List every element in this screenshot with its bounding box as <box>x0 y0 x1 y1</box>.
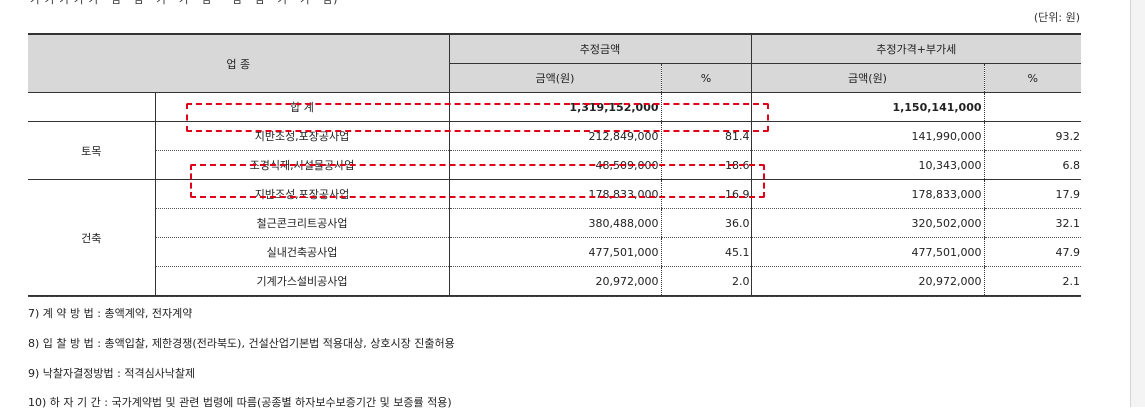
section-divider <box>28 296 1081 297</box>
table-row: 기계가스설비공사업 20,972,000 2.0 20,972,000 2.1 <box>28 266 1082 297</box>
note-award-method: 9) 낙찰자결정방법 : 적격심사낙찰제 <box>28 367 196 380</box>
table-row: 철근콘크리트공사업 380,488,000 36.0 320,502,000 3… <box>28 208 1082 238</box>
estimate-vat-amount: 320,502,000 <box>750 208 985 238</box>
sub-industry: 기계가스설비공사업 <box>154 266 449 297</box>
total-estimate-vat: 1,150,141,000 <box>750 92 985 122</box>
estimate-percent: 2.0 <box>660 266 752 297</box>
estimate-percent: 36.0 <box>660 208 752 238</box>
unit-label: (단위: 원) <box>1033 11 1080 24</box>
table-row: 실내건축공사업 477,501,000 45.1 477,501,000 47.… <box>28 237 1082 267</box>
estimate-vat-percent: 32.1 <box>983 208 1082 238</box>
estimate-amount: 20,972,000 <box>448 266 661 297</box>
cut-off-text: 가 가 가 가 가 · 감 · 감 · 가 · 가 · 감 · · 감 · 감 … <box>30 0 338 7</box>
scrollbar-track[interactable] <box>1131 0 1145 407</box>
estimate-vat-amount: 178,833,000 <box>750 179 985 209</box>
sub-industry: 실내건축공사업 <box>154 237 449 267</box>
highlight-box-civil-ground <box>186 103 769 132</box>
estimate-vat-percent: 47.9 <box>983 237 1082 267</box>
estimate-vat-percent: 93.2 <box>983 121 1082 151</box>
estimate-vat-amount: 141,990,000 <box>750 121 985 151</box>
estimate-vat-amount: 477,501,000 <box>750 237 985 267</box>
estimate-vat-percent: 6.8 <box>983 150 1082 180</box>
estimate-amount: 212,849,000 <box>448 121 661 151</box>
estimate-percent: 81.4 <box>660 121 752 151</box>
group-architecture: 건축 <box>28 179 155 297</box>
estimate-amount: 477,501,000 <box>448 237 661 267</box>
header-amount-1: 금액(원) <box>448 63 661 93</box>
estimate-percent: 16.9 <box>660 179 752 209</box>
estimate-percent: 45.1 <box>660 237 752 267</box>
total-row: 합 계 1,319,152,000 1,150,141,000 <box>28 92 1082 122</box>
sub-industry: 지반조성,포장공사업 <box>154 121 449 151</box>
header-amount-2: 금액(원) <box>750 63 985 93</box>
highlight-box-arch-ground <box>190 164 765 198</box>
table-row: 토목 지반조성,포장공사업 212,849,000 81.4 141,990,0… <box>28 121 1082 180</box>
header-estimate-vat: 추정가격+부가세 <box>750 33 1082 64</box>
group-civil: 토목 <box>28 121 155 180</box>
header-estimate: 추정금액 <box>448 33 752 64</box>
estimate-vat-amount: 10,343,000 <box>750 150 985 180</box>
note-bidding-method: 8) 입 찰 방 법 : 총액입찰, 제한경쟁(전라북도), 건설산업기본법 적… <box>28 337 455 350</box>
sub-industry: 철근콘크리트공사업 <box>154 208 449 238</box>
note-defect-period: 10) 하 자 기 간 : 국가계약법 및 관련 법령에 따름(공종별 하자보수… <box>28 396 452 409</box>
header-industry: 업 종 <box>28 33 449 93</box>
total-label: 합 계 <box>154 92 449 122</box>
estimate-amount: 380,488,000 <box>448 208 661 238</box>
header-percent-1: % <box>660 63 752 93</box>
estimate-vat-percent: 2.1 <box>983 266 1082 297</box>
estimate-vat-percent: 17.9 <box>983 179 1082 209</box>
note-contract-method: 7) 계 약 방 법 : 총액계약, 전자계약 <box>28 307 193 320</box>
scroll-edge <box>1130 0 1131 407</box>
estimate-vat-amount: 20,972,000 <box>750 266 985 297</box>
table-row: 건축 지반조성,포장공사업 178,833,000 16.9 178,833,0… <box>28 179 1082 297</box>
header-percent-2: % <box>983 63 1082 93</box>
